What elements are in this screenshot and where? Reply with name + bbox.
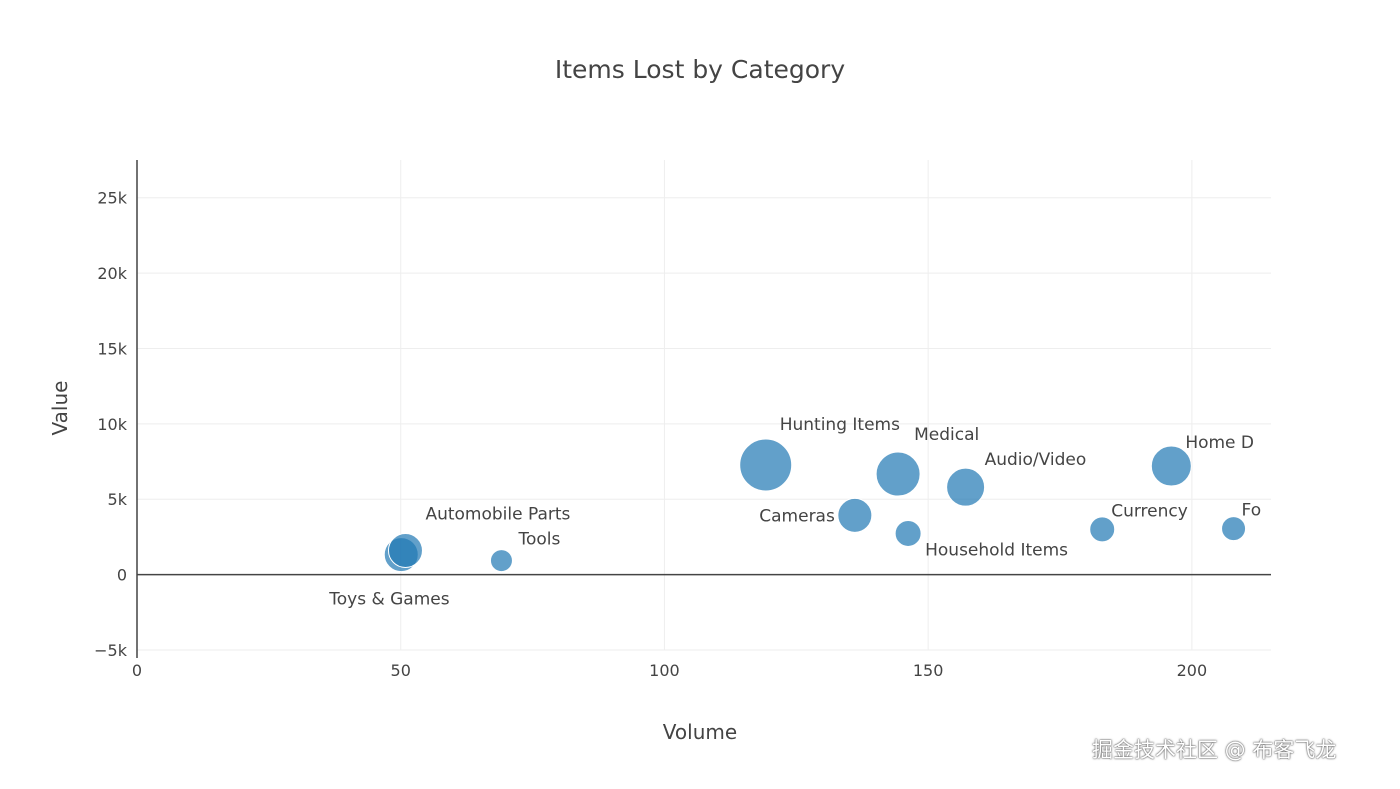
y-tick-label: −5k <box>94 641 128 660</box>
x-tick-label: 50 <box>391 661 411 680</box>
data-label: Currency <box>1111 501 1188 521</box>
data-point <box>1150 445 1192 487</box>
data-label: Home D <box>1185 433 1254 453</box>
y-axis-label: Value <box>48 381 72 436</box>
y-tick-label: 10k <box>97 415 127 434</box>
data-point <box>739 438 793 492</box>
y-tick-label: 20k <box>97 264 127 283</box>
data-point <box>875 451 921 497</box>
x-axis-label: Volume <box>663 720 737 744</box>
data-points <box>383 438 1247 573</box>
grid <box>137 160 1271 651</box>
x-tick-label: 100 <box>649 661 680 680</box>
y-tick-label: 0 <box>117 566 127 585</box>
x-tick-label: 150 <box>913 661 944 680</box>
watermark: 掘金技术社区 @ 布客飞龙 <box>1092 738 1337 762</box>
data-point <box>837 497 873 533</box>
data-label: Household Items <box>925 540 1068 560</box>
y-tick-label: 25k <box>97 189 127 208</box>
x-tick-label: 0 <box>132 661 142 680</box>
data-label: Cameras <box>759 506 835 526</box>
data-point <box>1089 516 1116 543</box>
chart-title: Items Lost by Category <box>555 55 845 84</box>
data-label: Tools <box>517 530 560 550</box>
data-point <box>489 549 513 573</box>
data-label: Medical <box>914 425 979 445</box>
axes <box>136 160 1271 658</box>
data-label: Hunting Items <box>780 415 900 435</box>
x-tick-label: 200 <box>1177 661 1208 680</box>
data-labels: Toys & Games Automobile Parts Tools Hunting… <box>328 415 1261 610</box>
data-label: Toys & Games <box>328 590 449 610</box>
data-point <box>894 519 922 547</box>
data-point <box>387 532 423 568</box>
data-point <box>946 467 986 507</box>
data-label: Fo <box>1242 501 1262 521</box>
y-tick-label: 15k <box>97 339 127 358</box>
data-label: Audio/Video <box>985 450 1087 470</box>
data-label: Automobile Parts <box>425 504 570 524</box>
data-point <box>1221 516 1247 542</box>
y-tick-label: 5k <box>108 490 128 509</box>
